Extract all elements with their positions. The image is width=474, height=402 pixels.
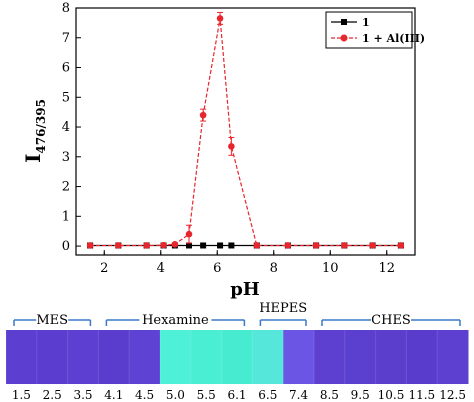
sample-vial [252,330,284,384]
data-point-series-1 [228,242,235,249]
buffer-label: MES [36,313,68,328]
x-tick-label: 2 [100,261,108,276]
data-point-series-2 [216,15,224,22]
y-axis-title-sub: 476/395 [34,99,48,153]
data-point-series-2 [199,111,207,119]
y-axis-title-main: I [21,154,45,163]
y-axis-ticks: 0 1 2 3 4 5 6 7 8 [62,1,81,254]
data-point-series-2 [369,242,376,249]
y-tick-label: 1 [62,209,70,224]
legend-box [325,11,413,49]
sample-vial [221,330,253,384]
sample-ph-label: 4.1 [104,388,123,402]
sample-vial [406,330,438,384]
x-tick-label: 4 [157,261,165,276]
y-tick-label: 7 [62,31,70,46]
y-tick-label: 8 [62,1,70,16]
data-point-series-2 [284,242,292,249]
sample-ph-label: 3.5 [73,388,92,402]
sample-vial [283,330,315,384]
legend-marker-series-2 [340,34,348,42]
data-point-series-2 [253,242,261,249]
legend: 1 1 + Al(III) [325,11,425,49]
buffer-label: Hexamine [142,313,209,328]
sample-ph-label: 7.4 [289,388,308,402]
legend-label-series-1: 1 [362,16,370,29]
sample-ph-label: 10.5 [378,388,405,402]
y-axis-title: I476/395 [21,99,48,163]
x-tick-label: 12 [378,261,395,276]
sample-vial [344,330,377,384]
svg-text:I476/395: I476/395 [21,99,48,163]
sample-ph-label: 4.5 [135,388,154,402]
sample-ph-label: 6.5 [258,388,277,402]
data-point-series-2 [171,240,179,248]
legend-marker-series-1 [341,19,347,25]
sample-ph-label: 1.5 [12,388,31,402]
sample-ph-labels: 1.5 2.5 3.5 4.1 4.5 5.0 5.5 6.1 6.5 7.4 8.5 9.5 10.5… [12,388,466,402]
buffer-label: CHES [371,313,411,328]
y-tick-label: 5 [62,90,70,105]
sample-vial [98,330,130,384]
fluorescence-photo-strip: MES Hexamine HEPES CHES 1.5 2.5 3.5 4.1 4.5 5.0 5… [5,301,469,402]
data-point-series-1 [200,242,207,249]
y-tick-label: 2 [62,180,70,195]
sample-vial [36,330,69,384]
sample-ph-label: 11.5 [408,388,435,402]
x-axis-ticks: 2 4 6 8 10 12 [100,250,395,276]
buffer-label: HEPES [259,301,307,316]
data-point-series-2 [115,242,122,249]
data-point-series-2 [143,242,150,249]
sample-vial [67,330,99,384]
sample-ph-label: 12.5 [439,388,466,402]
sample-vial [190,330,223,384]
y-tick-label: 6 [62,61,70,76]
sample-vial [160,330,192,384]
sample-ph-label: 5.0 [166,388,185,402]
sample-vials [5,330,469,384]
sample-ph-label: 9.5 [351,388,370,402]
plot-frame [75,7,416,256]
x-tick-label: 6 [213,261,221,276]
data-point-series-2 [228,143,235,150]
data-point-series-1 [186,242,192,249]
y-tick-label: 3 [62,150,70,165]
sample-vial [6,330,38,384]
data-point-series-1 [217,242,224,249]
sample-ph-label: 6.1 [227,388,246,402]
sample-vial [375,330,407,384]
sample-vial [437,330,469,384]
x-axis-title: pH [230,279,260,300]
series-line-2 [90,18,401,247]
buffer-brackets: MES Hexamine HEPES CHES [13,301,461,328]
sample-ph-label: 5.5 [197,388,216,402]
sample-ph-label: 2.5 [43,388,62,402]
data-point-series-2 [185,230,193,238]
data-point-series-2 [160,241,167,249]
data-point-series-2 [312,242,320,249]
data-point-series-2 [341,242,348,249]
y-tick-label: 4 [62,120,70,135]
legend-label-series-2: 1 + Al(III) [362,32,425,45]
y-tick-label: 0 [62,239,70,254]
sample-ph-label: 8.5 [320,388,339,402]
x-tick-label: 8 [270,261,278,276]
sample-vial [314,330,346,384]
data-point-series-2 [86,242,94,249]
x-tick-label: 10 [322,261,339,276]
data-point-series-2 [397,242,405,249]
sample-vial [129,330,161,384]
series-layer [86,11,405,249]
